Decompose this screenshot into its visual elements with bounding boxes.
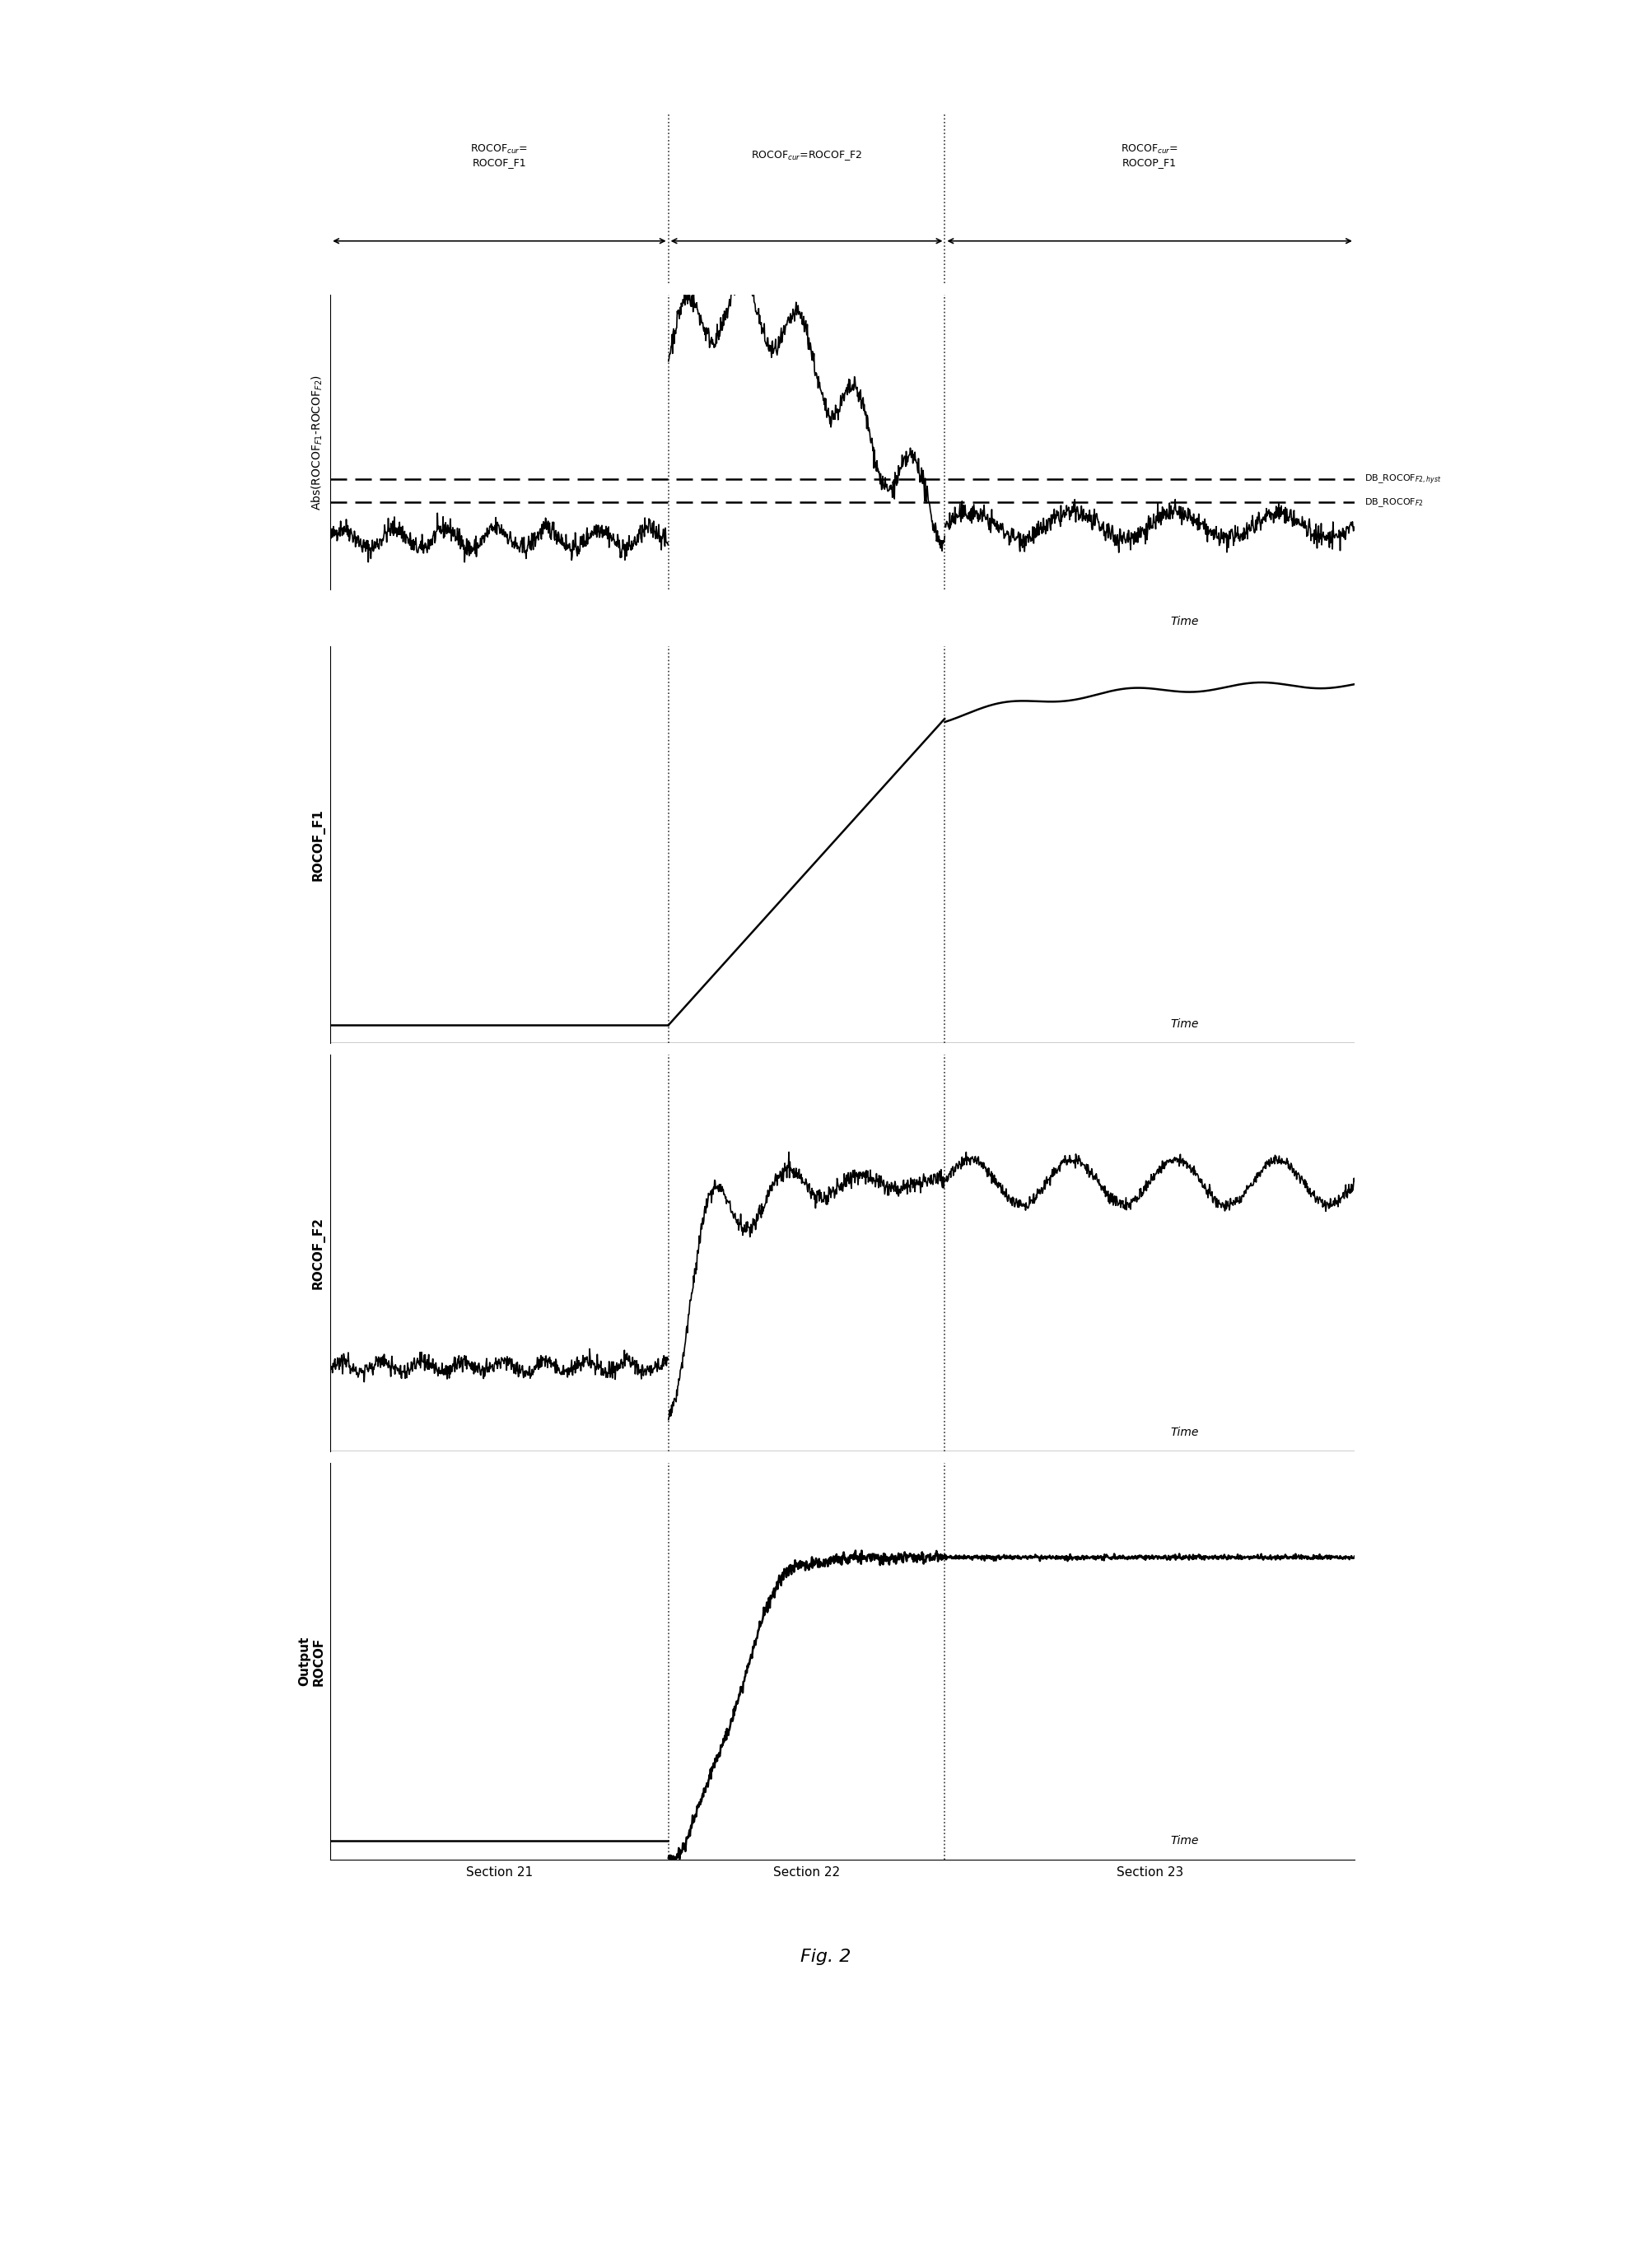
Y-axis label: ROCOF_F1: ROCOF_F1 [312, 810, 325, 880]
Text: DB_ROCOF$_{F2,hyst}$: DB_ROCOF$_{F2,hyst}$ [1364, 472, 1441, 485]
Y-axis label: ROCOF_F2: ROCOF_F2 [312, 1218, 325, 1288]
Text: ROCOF$_{cur}$=
ROCOP_F1: ROCOF$_{cur}$= ROCOP_F1 [1121, 143, 1177, 168]
Y-axis label: Abs(ROCOF$_{F1}$-ROCOF$_{F2}$): Abs(ROCOF$_{F1}$-ROCOF$_{F2}$) [310, 374, 325, 510]
Text: ROCOF$_{cur}$=ROCOF_F2: ROCOF$_{cur}$=ROCOF_F2 [751, 150, 862, 163]
Text: Time: Time [1169, 1018, 1199, 1030]
Text: ROCOF$_{cur}$=
ROCOF_F1: ROCOF$_{cur}$= ROCOF_F1 [471, 143, 528, 168]
Text: Fig. 2: Fig. 2 [801, 1948, 850, 1964]
Y-axis label: Output
ROCOF: Output ROCOF [297, 1637, 325, 1685]
Text: Time: Time [1169, 617, 1199, 628]
Text: Time: Time [1169, 1427, 1199, 1438]
Text: Time: Time [1169, 1835, 1199, 1846]
Text: DB_ROCOF$_{F2}$: DB_ROCOF$_{F2}$ [1364, 497, 1423, 508]
